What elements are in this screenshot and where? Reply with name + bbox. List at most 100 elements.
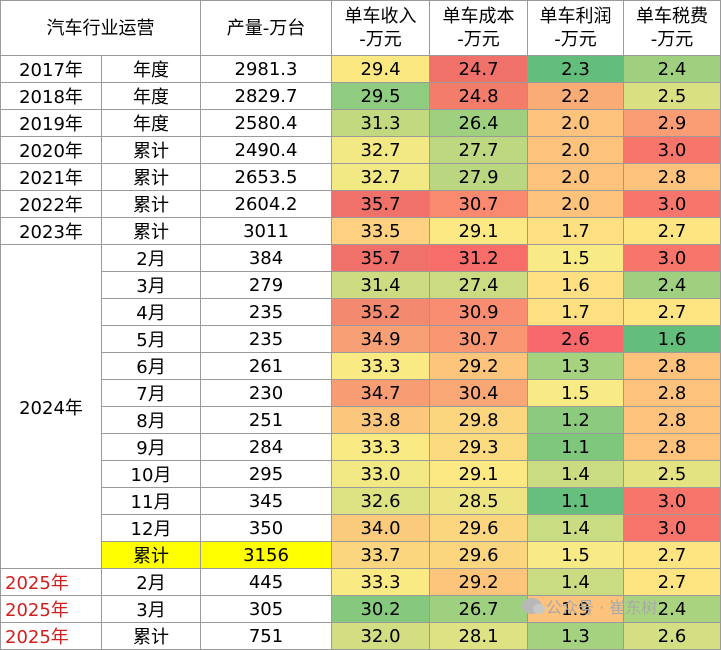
revenue-cell: 35.7 — [331, 190, 430, 218]
header-tax: 单车税费 -万元 — [623, 0, 721, 56]
tax-cell: 3.0 — [623, 244, 721, 272]
period-cell: 累计 — [101, 217, 201, 245]
profit-cell: 2.2 — [527, 82, 624, 110]
revenue-cell: 31.4 — [331, 271, 430, 299]
tax-cell: 1.6 — [623, 325, 721, 353]
cost-cell: 30.7 — [429, 325, 528, 353]
revenue-cell: 29.4 — [331, 55, 430, 83]
table-row: 8月 251 33.8 29.8 1.2 2.8 — [1, 406, 721, 434]
cost-cell: 29.6 — [429, 514, 528, 542]
revenue-cell: 35.7 — [331, 244, 430, 272]
tax-cell: 3.0 — [623, 136, 721, 164]
profit-cell: 2.0 — [527, 136, 624, 164]
profit-cell: 1.4 — [527, 460, 624, 488]
profit-cell: 2.0 — [527, 163, 624, 191]
tax-cell: 2.8 — [623, 406, 721, 434]
cost-cell: 26.7 — [429, 595, 528, 623]
production-cell: 350 — [200, 514, 332, 542]
header-cost: 单车成本 -万元 — [429, 0, 528, 56]
header-revenue: 单车收入 -万元 — [331, 0, 430, 56]
profit-cell: 1.4 — [527, 514, 624, 542]
production-cell: 2981.3 — [200, 55, 332, 83]
cost-cell: 28.5 — [429, 487, 528, 515]
profit-cell: 2.3 — [527, 55, 624, 83]
revenue-cell: 33.3 — [331, 433, 430, 461]
period-cell: 11月 — [101, 487, 201, 515]
table-row: 2017年 年度 2981.3 29.4 24.7 2.3 2.4 — [0, 55, 721, 83]
profit-cell: 2.0 — [527, 109, 624, 137]
cost-cell: 29.1 — [429, 217, 528, 245]
profit-cell: 1.1 — [527, 487, 624, 515]
cost-cell: 27.9 — [429, 163, 528, 191]
production-cell: 235 — [200, 325, 332, 353]
tax-cell: 2.5 — [623, 460, 721, 488]
period-cell: 累计 — [101, 622, 201, 650]
period-cell: 2月 — [101, 568, 201, 596]
cost-cell: 29.1 — [429, 460, 528, 488]
tax-cell: 2.4 — [623, 595, 721, 623]
revenue-cell: 35.2 — [331, 298, 430, 326]
production-cell: 3011 — [200, 217, 332, 245]
revenue-cell: 29.5 — [331, 82, 430, 110]
profit-cell: 1.5 — [527, 379, 624, 407]
period-cell: 12月 — [101, 514, 201, 542]
period-cell: 9月 — [101, 433, 201, 461]
profit-cell: 1.6 — [527, 271, 624, 299]
profit-cell: 1.1 — [527, 433, 624, 461]
tax-cell: 2.8 — [623, 352, 721, 380]
production-cell: 305 — [200, 595, 332, 623]
revenue-cell: 32.7 — [331, 163, 430, 191]
period-cell: 年度 — [101, 82, 201, 110]
production-cell: 2580.4 — [200, 109, 332, 137]
table-row: 2022年 累计 2604.2 35.7 30.7 2.0 3.0 — [0, 190, 721, 218]
revenue-cell: 33.5 — [331, 217, 430, 245]
cost-cell: 31.2 — [429, 244, 528, 272]
tax-cell: 2.7 — [623, 217, 721, 245]
table-row: 2025年 2月 445 33.3 29.2 1.4 2.7 — [0, 568, 721, 596]
watermark: 公众号 · 崔东树 — [522, 594, 657, 618]
profit-cell: 2.6 — [527, 325, 624, 353]
table-row: 7月 230 34.7 30.4 1.5 2.8 — [1, 379, 721, 407]
tax-cell: 2.7 — [623, 541, 721, 569]
table-row: 10月 295 33.0 29.1 1.4 2.5 — [1, 460, 721, 488]
production-cell: 279 — [200, 271, 332, 299]
tax-cell: 2.8 — [623, 163, 721, 191]
cost-cell: 29.6 — [429, 541, 528, 569]
period-cell: 6月 — [101, 352, 201, 380]
production-cell: 2829.7 — [200, 82, 332, 110]
table-row: 累计 3156 33.7 29.6 1.5 2.7 — [1, 541, 721, 569]
tax-cell: 3.0 — [623, 190, 721, 218]
production-cell: 284 — [200, 433, 332, 461]
cost-cell: 30.7 — [429, 190, 528, 218]
period-cell: 3月 — [101, 595, 201, 623]
cost-cell: 24.7 — [429, 55, 528, 83]
year-cell: 2023年 — [0, 217, 102, 245]
tax-cell: 2.7 — [623, 568, 721, 596]
tax-cell: 2.7 — [623, 298, 721, 326]
year-cell: 2024年 — [0, 244, 102, 569]
period-cell: 10月 — [101, 460, 201, 488]
cost-cell: 30.4 — [429, 379, 528, 407]
tax-cell: 3.0 — [623, 487, 721, 515]
production-cell: 295 — [200, 460, 332, 488]
tax-cell: 2.4 — [623, 55, 721, 83]
year-cell: 2018年 — [0, 82, 102, 110]
period-cell: 累计 — [101, 136, 201, 164]
table-row: 2021年 累计 2653.5 32.7 27.9 2.0 2.8 — [0, 163, 721, 191]
header-row: 汽车行业运营 产量-万台 单车收入 -万元 单车成本 -万元 单车利润 -万元 单车税… — [0, 0, 721, 56]
period-cell: 3月 — [101, 271, 201, 299]
revenue-cell: 33.3 — [331, 352, 430, 380]
tax-cell: 2.8 — [623, 433, 721, 461]
year-cell: 2019年 — [0, 109, 102, 137]
production-cell: 3156 — [200, 541, 332, 569]
period-cell: 8月 — [101, 406, 201, 434]
revenue-cell: 34.0 — [331, 514, 430, 542]
cost-cell: 27.7 — [429, 136, 528, 164]
year-cell: 2025年 — [0, 595, 102, 623]
cost-cell: 26.4 — [429, 109, 528, 137]
revenue-cell: 30.2 — [331, 595, 430, 623]
production-cell: 251 — [200, 406, 332, 434]
table-row: 12月 350 34.0 29.6 1.4 3.0 — [1, 514, 721, 542]
table-row: 4月 235 35.2 30.9 1.7 2.7 — [1, 298, 721, 326]
